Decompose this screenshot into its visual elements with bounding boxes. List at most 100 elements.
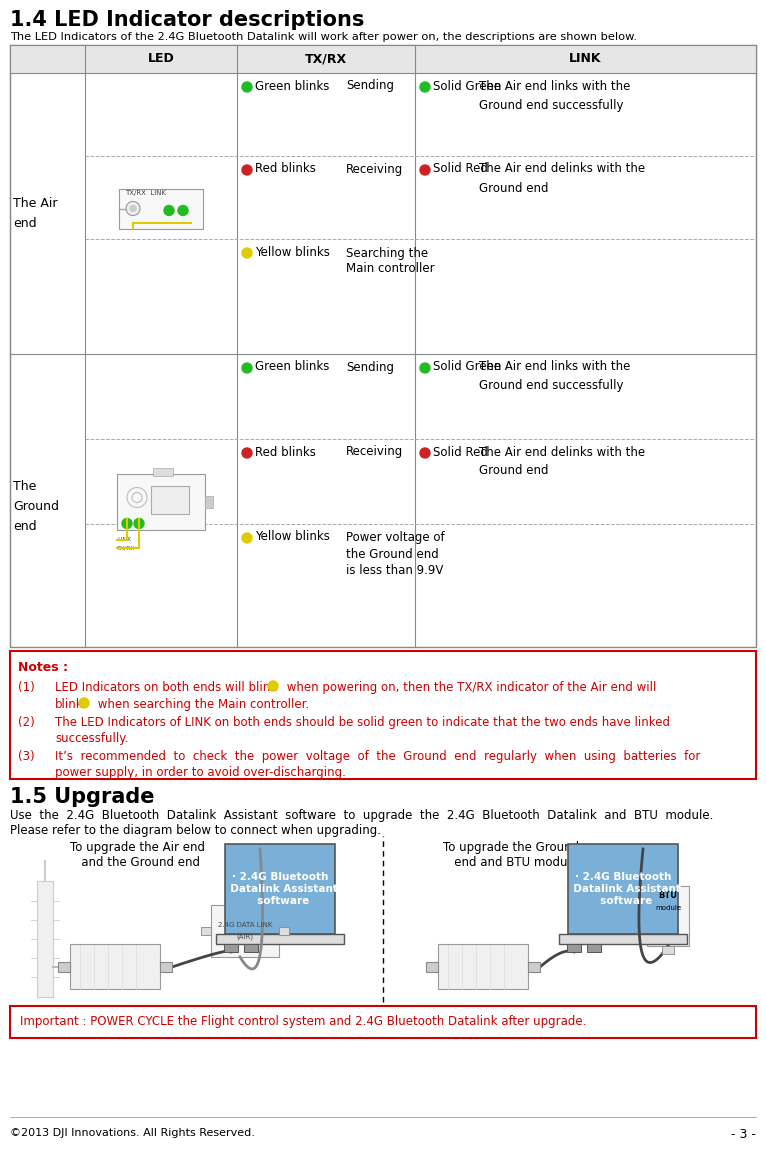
Circle shape xyxy=(268,681,278,691)
Bar xyxy=(151,485,189,514)
Bar xyxy=(216,934,344,944)
Bar xyxy=(225,844,335,934)
Bar xyxy=(279,927,289,935)
Circle shape xyxy=(420,164,430,175)
Text: The LED Indicators of LINK on both ends should be solid green to indicate that t: The LED Indicators of LINK on both ends … xyxy=(55,716,670,729)
Text: when searching the Main controller.: when searching the Main controller. xyxy=(94,698,309,711)
Text: The: The xyxy=(13,480,36,493)
Text: the Ground end: the Ground end xyxy=(346,547,439,560)
Circle shape xyxy=(242,248,252,258)
Text: TX/RX: TX/RX xyxy=(305,53,347,66)
Text: The Air end delinks with the: The Air end delinks with the xyxy=(479,162,645,176)
Text: Sending: Sending xyxy=(346,360,394,374)
Text: 1.4 LED Indicator descriptions: 1.4 LED Indicator descriptions xyxy=(10,10,365,30)
Text: Ground end: Ground end xyxy=(479,465,548,477)
Text: It’s  recommended  to  check  the  power  voltage  of  the  Ground  end  regular: It’s recommended to check the power volt… xyxy=(55,750,700,762)
Circle shape xyxy=(164,206,174,215)
Bar xyxy=(58,963,70,972)
Text: LINK: LINK xyxy=(117,537,131,542)
Text: · 2.4G Bluetooth
  Datalink Assistant
  software: · 2.4G Bluetooth Datalink Assistant soft… xyxy=(565,873,680,905)
Text: (3): (3) xyxy=(18,750,34,762)
Text: The Air end links with the: The Air end links with the xyxy=(479,360,630,374)
Bar xyxy=(528,963,540,972)
Text: LINK: LINK xyxy=(569,53,602,66)
Circle shape xyxy=(178,206,188,215)
Text: when powering on, then the TX/RX indicator of the Air end will: when powering on, then the TX/RX indicat… xyxy=(283,681,656,693)
Bar xyxy=(426,963,438,972)
Circle shape xyxy=(134,519,144,529)
Circle shape xyxy=(242,363,252,373)
Bar xyxy=(567,944,581,952)
Text: To upgrade the Ground: To upgrade the Ground xyxy=(443,841,579,854)
Text: LED: LED xyxy=(148,53,175,66)
Bar xyxy=(70,944,160,989)
Bar xyxy=(37,881,53,997)
Text: Green blinks: Green blinks xyxy=(255,79,329,92)
Text: Notes :: Notes : xyxy=(18,661,68,674)
Text: Red blinks: Red blinks xyxy=(255,162,316,176)
Text: (2): (2) xyxy=(18,716,34,729)
Bar xyxy=(10,45,756,72)
Text: is less than 9.9V: is less than 9.9V xyxy=(346,564,444,576)
Text: Yellow blinks: Yellow blinks xyxy=(255,530,330,544)
Text: Green blinks: Green blinks xyxy=(255,360,329,374)
Circle shape xyxy=(242,532,252,543)
Text: (1): (1) xyxy=(18,681,34,693)
Bar xyxy=(587,944,601,952)
Text: Main controller: Main controller xyxy=(346,262,434,276)
Bar xyxy=(10,651,756,779)
Text: Important : POWER CYCLE the Flight control system and 2.4G Bluetooth Datalink af: Important : POWER CYCLE the Flight contr… xyxy=(20,1015,587,1028)
Bar xyxy=(201,927,211,935)
Text: Ground end: Ground end xyxy=(479,182,548,194)
Bar xyxy=(160,963,172,972)
Bar xyxy=(647,886,689,946)
Text: Receiving: Receiving xyxy=(346,445,403,459)
Text: blink: blink xyxy=(55,698,83,711)
Text: Use  the  2.4G  Bluetooth  Datalink  Assistant  software  to  upgrade  the  2.4G: Use the 2.4G Bluetooth Datalink Assistan… xyxy=(10,808,713,822)
Circle shape xyxy=(79,698,89,708)
Bar xyxy=(438,944,528,989)
Text: Ground: Ground xyxy=(13,500,59,513)
Text: LED Indicators on both ends will blink: LED Indicators on both ends will blink xyxy=(55,681,277,693)
Circle shape xyxy=(420,363,430,373)
Text: The Air end delinks with the: The Air end delinks with the xyxy=(479,445,645,459)
Bar xyxy=(559,934,687,944)
Bar xyxy=(153,468,173,475)
Text: end: end xyxy=(13,520,37,532)
Text: power supply, in order to avoid over-discharging.: power supply, in order to avoid over-dis… xyxy=(55,766,346,779)
Text: end: end xyxy=(13,217,37,230)
Bar xyxy=(10,1006,756,1038)
Text: Receiving: Receiving xyxy=(346,162,403,176)
Text: BTU: BTU xyxy=(659,891,677,900)
Text: Power voltage of: Power voltage of xyxy=(346,531,444,544)
Text: The Air end links with the: The Air end links with the xyxy=(479,79,630,92)
Text: (AIR): (AIR) xyxy=(237,934,254,941)
Bar xyxy=(10,45,756,647)
Text: ©2013 DJI Innovations. All Rights Reserved.: ©2013 DJI Innovations. All Rights Reserv… xyxy=(10,1128,255,1138)
Bar xyxy=(117,474,205,529)
Text: successfully.: successfully. xyxy=(55,733,129,745)
Text: - 3 -: - 3 - xyxy=(731,1128,756,1141)
Bar xyxy=(205,496,213,507)
Text: Ground end successfully: Ground end successfully xyxy=(479,99,624,112)
Bar xyxy=(224,944,238,952)
Text: and the Ground end: and the Ground end xyxy=(70,856,200,869)
Text: Solid Green: Solid Green xyxy=(433,79,502,92)
Text: TX/RX: TX/RX xyxy=(117,546,136,551)
Text: 2.4G DATA LINK: 2.4G DATA LINK xyxy=(218,922,272,928)
Bar xyxy=(662,946,674,954)
Text: Ground end successfully: Ground end successfully xyxy=(479,380,624,392)
Bar xyxy=(119,189,203,229)
Circle shape xyxy=(420,448,430,458)
Circle shape xyxy=(126,201,140,215)
Text: · 2.4G Bluetooth
  Datalink Assistant
  software: · 2.4G Bluetooth Datalink Assistant soft… xyxy=(223,873,338,905)
Text: Searching the: Searching the xyxy=(346,246,428,260)
Circle shape xyxy=(242,164,252,175)
Bar xyxy=(211,905,279,957)
Circle shape xyxy=(420,82,430,92)
Text: Solid Red: Solid Red xyxy=(433,445,488,459)
Text: Solid Green: Solid Green xyxy=(433,360,502,374)
Text: Red blinks: Red blinks xyxy=(255,445,316,459)
Text: end and BTU module: end and BTU module xyxy=(443,856,578,869)
Circle shape xyxy=(242,448,252,458)
